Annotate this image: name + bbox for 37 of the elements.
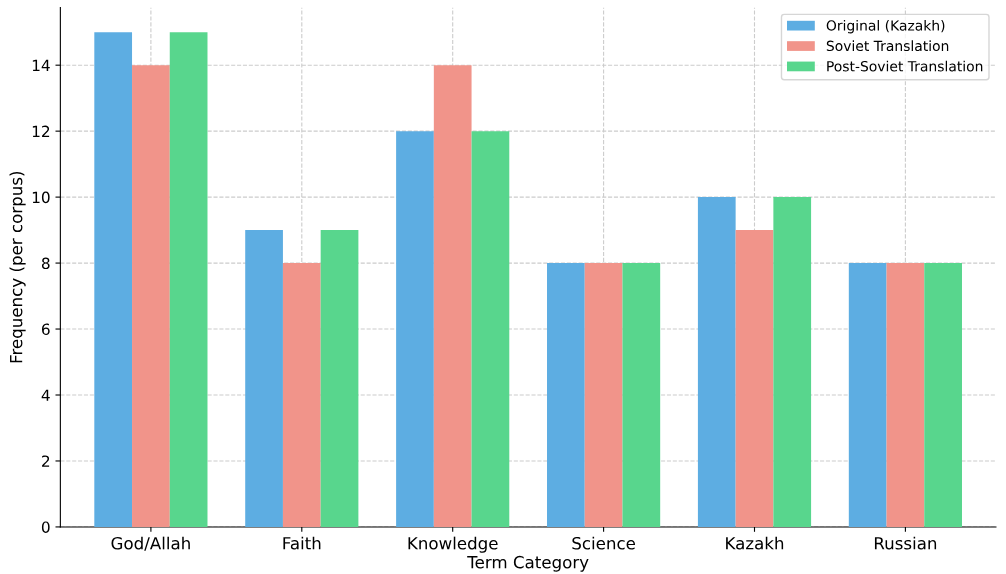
x-tick-label: Russian xyxy=(874,536,937,550)
x-tick-label: God/Allah xyxy=(111,536,190,551)
y-axis-title: Frequency (per corpus) xyxy=(9,171,26,363)
bar xyxy=(622,263,661,527)
bar xyxy=(773,197,812,527)
y-tick-label: 4 xyxy=(41,389,50,401)
bar xyxy=(132,65,170,527)
bar xyxy=(886,263,925,527)
y-tick-label: 2 xyxy=(42,455,50,467)
y-tick-label: 14 xyxy=(32,59,50,71)
x-tick-label: Science xyxy=(572,536,636,550)
legend-label: Soviet Translation xyxy=(826,40,949,52)
bar xyxy=(735,230,774,527)
bar xyxy=(471,131,510,527)
x-axis-title: Term Category xyxy=(467,555,589,572)
legend-label: Post-Soviet Translation xyxy=(827,60,983,72)
bar xyxy=(320,230,359,527)
bar xyxy=(396,131,434,527)
bar xyxy=(924,263,962,527)
bar xyxy=(94,32,133,527)
x-tick-label: Kazakh xyxy=(726,536,784,550)
y-tick-label: 6 xyxy=(41,323,50,336)
legend-label: Original (Kazakh) xyxy=(826,19,945,34)
bar xyxy=(584,263,623,527)
y-tick-label: 8 xyxy=(41,257,50,270)
y-tick-label: 12 xyxy=(32,125,50,137)
bar xyxy=(547,263,585,527)
x-tick-label: Knowledge xyxy=(408,536,498,553)
bar xyxy=(433,65,472,527)
x-tick-label: Faith xyxy=(283,536,321,550)
bar xyxy=(282,263,321,527)
bar xyxy=(169,32,208,527)
bar xyxy=(245,230,283,527)
y-tick-label: 0 xyxy=(41,521,50,533)
y-tick-label: 10 xyxy=(32,191,50,204)
bar xyxy=(697,197,736,527)
bar xyxy=(848,263,887,527)
